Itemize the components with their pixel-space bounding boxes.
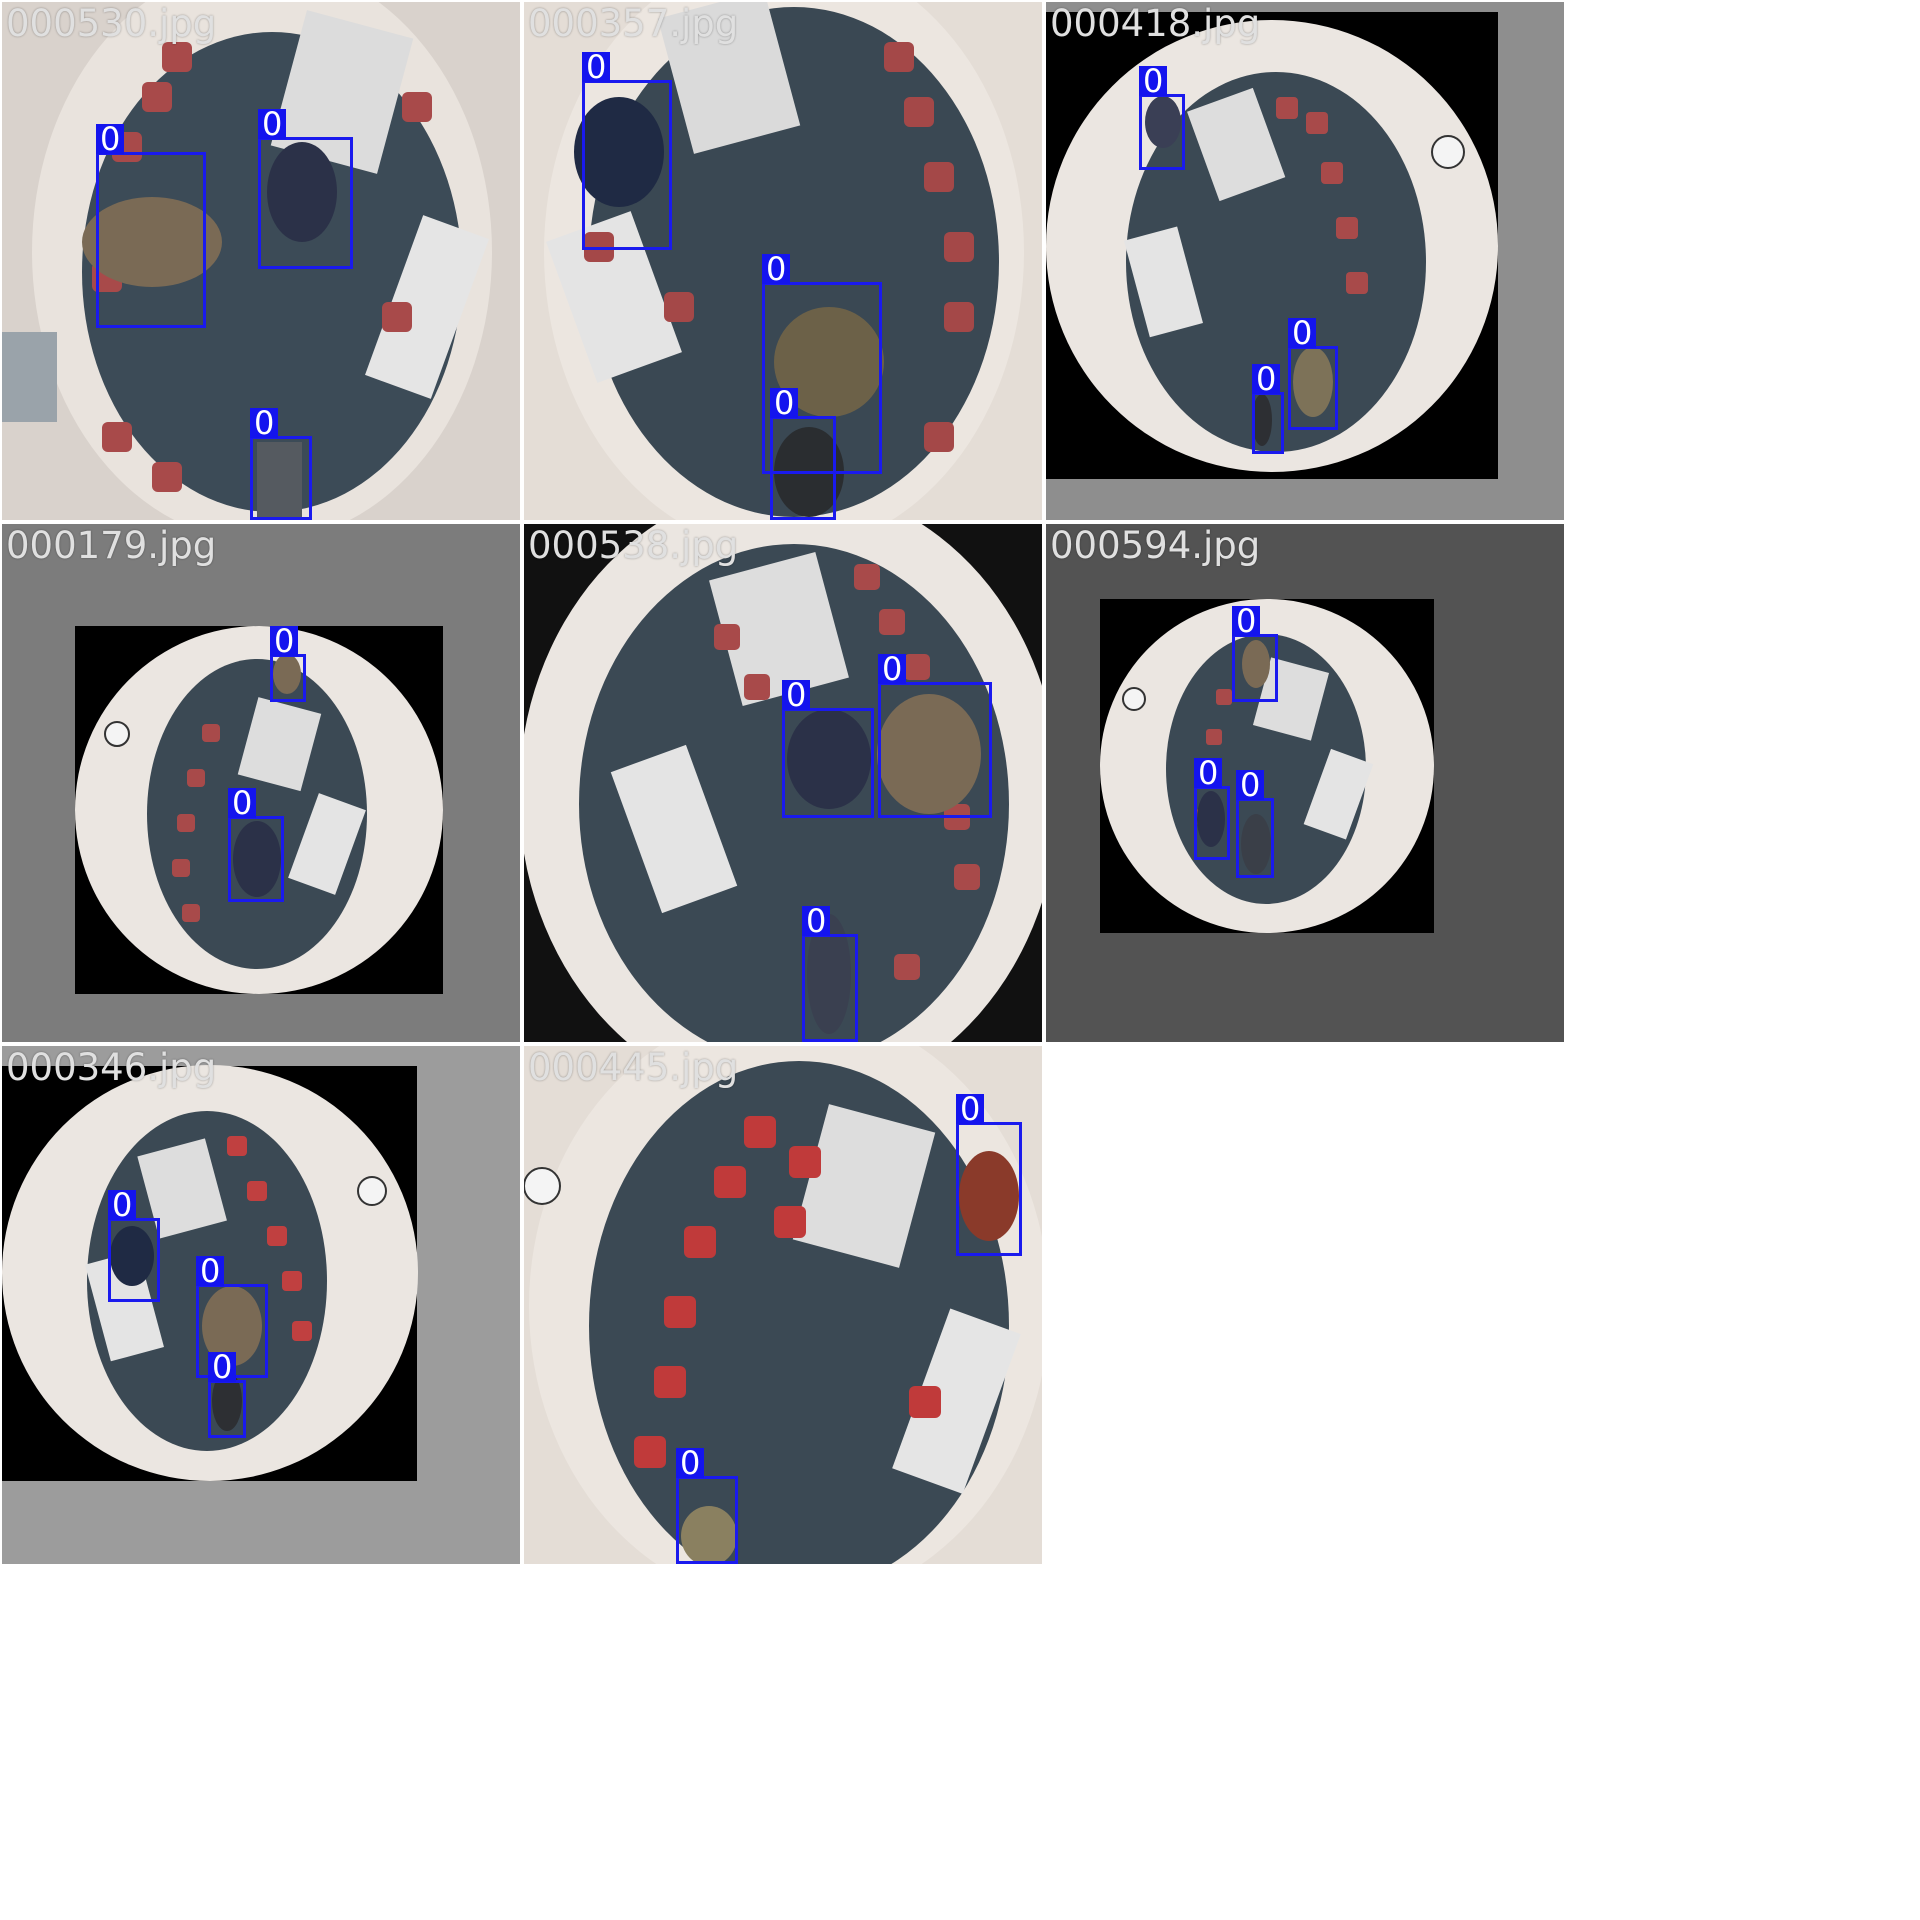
detection-box bbox=[956, 1122, 1022, 1256]
tile-000445: 000445.jpg 0 0 bbox=[524, 1046, 1042, 1564]
tile-000346: 000346.jpg 0 0 0 bbox=[2, 1046, 520, 1564]
tile-000530: 000530.jpg 0 0 0 bbox=[2, 2, 520, 520]
detection-box bbox=[1232, 634, 1278, 702]
detection-class-label: 0 bbox=[762, 253, 791, 285]
detection-class-label: 0 bbox=[1139, 65, 1168, 97]
detection-box bbox=[258, 137, 353, 269]
detection-class-label: 0 bbox=[196, 1255, 225, 1287]
image-filename: 000357.jpg bbox=[528, 2, 739, 45]
image-filename: 000538.jpg bbox=[528, 524, 739, 567]
detection-class-label: 0 bbox=[1236, 769, 1265, 801]
detection-class-label: 0 bbox=[582, 51, 611, 83]
detection-box bbox=[802, 934, 858, 1042]
detection-class-label: 0 bbox=[258, 108, 287, 140]
tile-000179: 000179.jpg 0 0 bbox=[2, 524, 520, 1042]
detection-box bbox=[270, 654, 306, 702]
image-filename: 000346.jpg bbox=[6, 1046, 217, 1089]
tile-000418: 000418.jpg 0 0 0 bbox=[1046, 2, 1564, 520]
detection-class-label: 0 bbox=[270, 625, 299, 657]
detection-box bbox=[208, 1380, 246, 1438]
detection-box bbox=[1139, 94, 1185, 170]
detection-class-label: 0 bbox=[676, 1447, 705, 1479]
detection-class-label: 0 bbox=[770, 387, 799, 419]
detection-box bbox=[108, 1218, 160, 1302]
detection-class-label: 0 bbox=[228, 787, 257, 819]
detection-box bbox=[762, 282, 882, 474]
fisheye-room-image bbox=[2, 524, 520, 1042]
detection-box bbox=[782, 708, 874, 818]
detection-class-label: 0 bbox=[96, 123, 125, 155]
tile-000594: 000594.jpg 0 0 0 bbox=[1046, 524, 1564, 1042]
detection-class-label: 0 bbox=[1252, 363, 1281, 395]
detection-class-label: 0 bbox=[802, 905, 831, 937]
image-filename: 000594.jpg bbox=[1050, 524, 1261, 567]
detection-box bbox=[1236, 798, 1274, 878]
detection-box bbox=[96, 152, 206, 328]
tile-000357: 000357.jpg 0 0 0 bbox=[524, 2, 1042, 520]
detection-box bbox=[250, 436, 312, 520]
detection-box bbox=[1252, 392, 1284, 454]
detection-box bbox=[770, 416, 836, 520]
detection-box bbox=[878, 682, 992, 818]
image-filename: 000530.jpg bbox=[6, 2, 217, 45]
detection-class-label: 0 bbox=[1232, 605, 1261, 637]
detection-box bbox=[1288, 346, 1338, 430]
detection-class-label: 0 bbox=[878, 653, 907, 685]
fisheye-room-image bbox=[1046, 2, 1564, 520]
detection-class-label: 0 bbox=[956, 1093, 985, 1125]
detection-class-label: 0 bbox=[250, 407, 279, 439]
detection-class-label: 0 bbox=[1288, 317, 1317, 349]
image-filename: 000418.jpg bbox=[1050, 2, 1261, 45]
fisheye-room-image bbox=[524, 1046, 1042, 1564]
tile-000538: 000538.jpg 0 0 0 bbox=[524, 524, 1042, 1042]
detection-box bbox=[228, 816, 284, 902]
detection-class-label: 0 bbox=[782, 679, 811, 711]
image-filename: 000179.jpg bbox=[6, 524, 217, 567]
detection-box bbox=[582, 80, 672, 250]
detection-class-label: 0 bbox=[108, 1189, 137, 1221]
image-filename: 000445.jpg bbox=[528, 1046, 739, 1089]
detection-class-label: 0 bbox=[208, 1351, 237, 1383]
detection-box bbox=[1194, 786, 1230, 860]
detection-class-label: 0 bbox=[1194, 757, 1223, 789]
detection-box bbox=[676, 1476, 738, 1564]
fisheye-room-image bbox=[1046, 524, 1564, 1042]
